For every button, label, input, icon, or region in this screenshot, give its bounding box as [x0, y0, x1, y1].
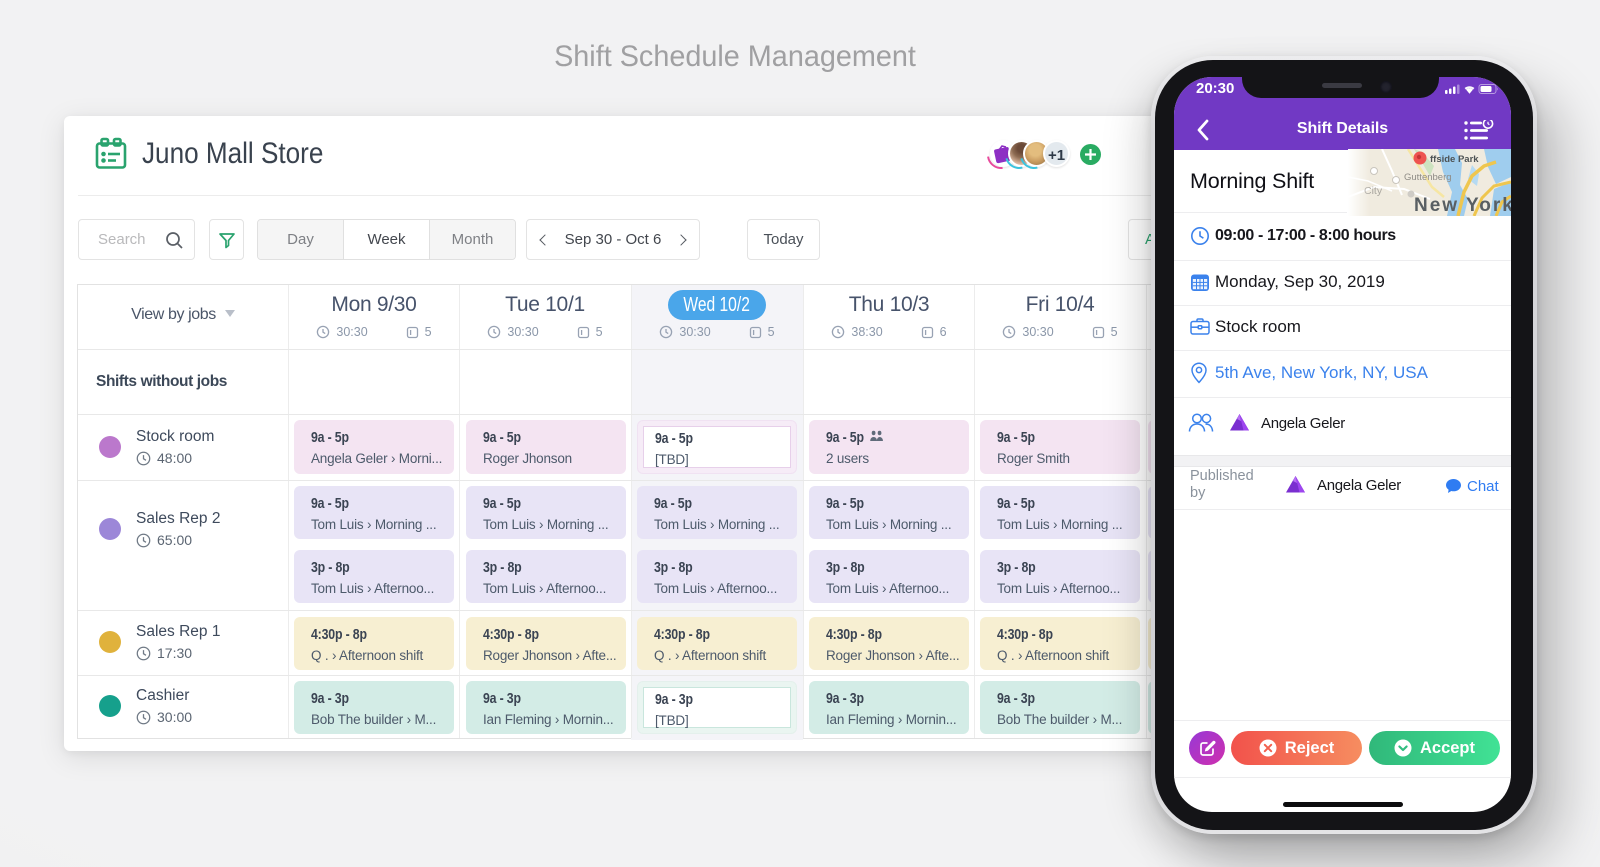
- svg-text:ffside Park: ffside Park: [1430, 154, 1479, 165]
- svg-text:New York: New York: [1414, 195, 1511, 216]
- svg-text:Guttenberg: Guttenberg: [1404, 172, 1452, 183]
